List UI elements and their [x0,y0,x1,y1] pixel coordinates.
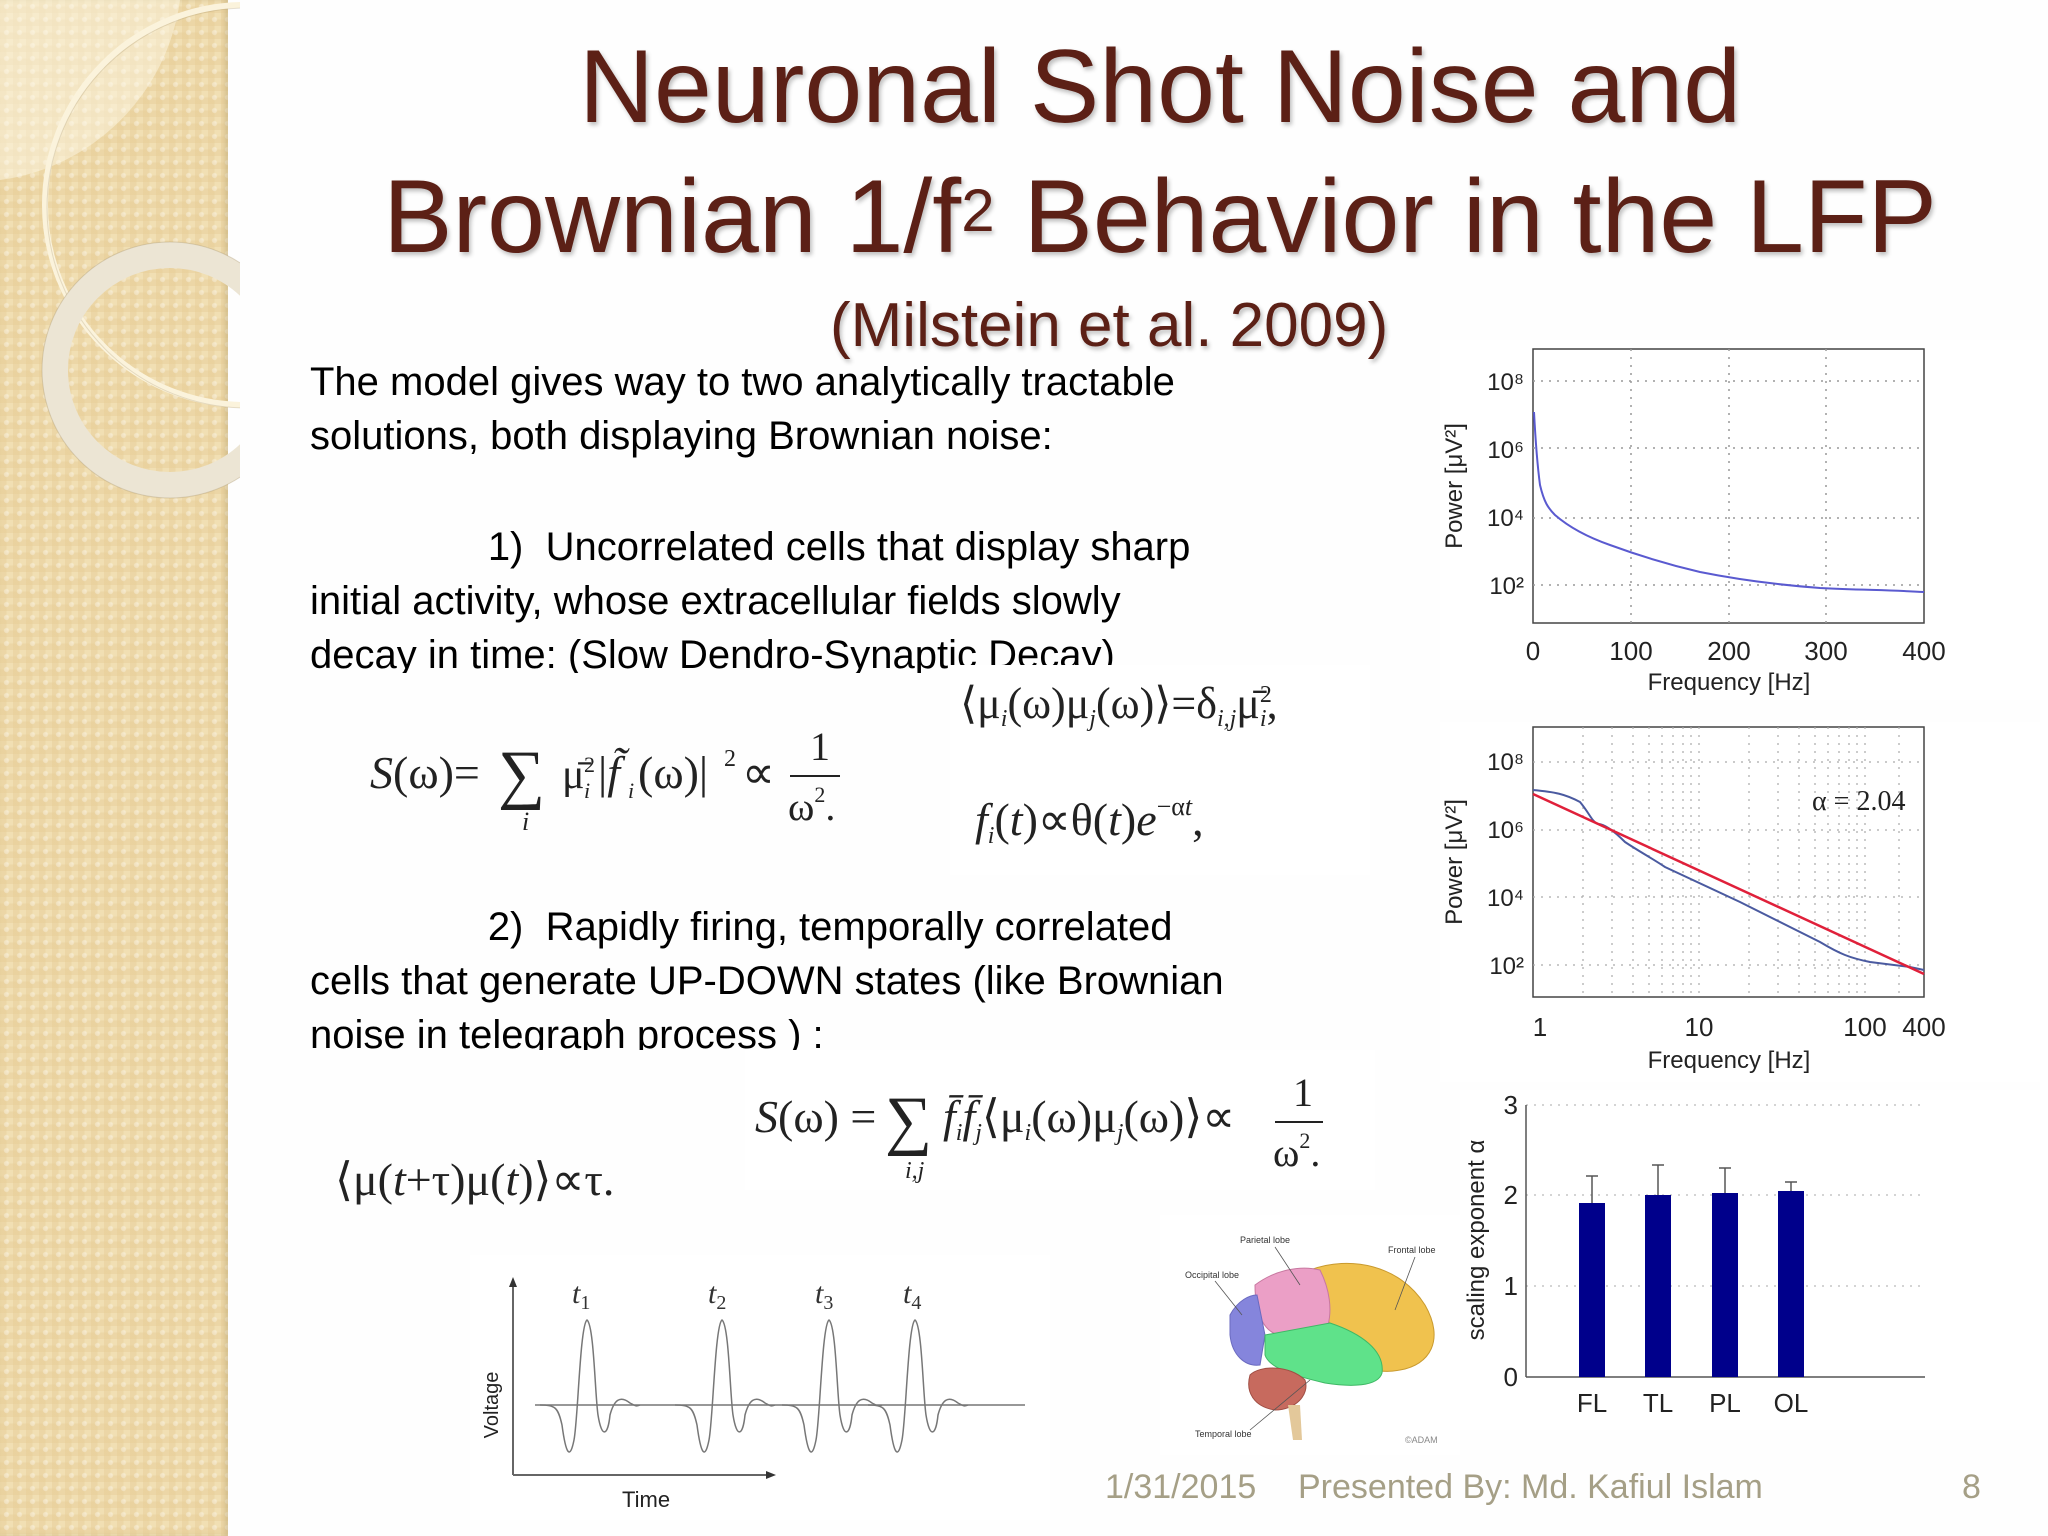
equation-box-right [950,665,1370,875]
svg-text:400: 400 [1902,636,1945,666]
slide-number: 8 [1962,1468,1981,1506]
slide-subtitle: (Milstein et al. 2009) [830,291,1389,360]
svg-text:10⁸: 10⁸ [1487,749,1524,776]
svg-text:fi(t)∝θ(t)e−αt,: fi(t)∝θ(t)e−αt, [975,792,1204,849]
svg-text:1: 1 [1533,1012,1547,1042]
svg-text:1: 1 [1504,1271,1518,1301]
svg-text:|f̃: |f̃ [598,746,630,798]
svg-text:0: 0 [1526,636,1540,666]
brain-lobes-figure: Parietal lobe Frontal lobe Occipital lob… [1160,1215,1460,1455]
svg-text:ω2.: ω2. [1273,1128,1320,1175]
svg-text:10⁴: 10⁴ [1487,505,1524,532]
svg-text:S(ω) =: S(ω) = [755,1091,876,1142]
point-2-text: 2) Rapidly firing, temporally correlated… [310,905,1224,1050]
equation-spectrum-1-render: S(ω)= ∑ i μ̄ 2 i |f̃ i (ω)| 2 ∝ 1 ω2. [370,724,840,836]
svg-text:10⁴: 10⁴ [1487,885,1524,912]
svg-text:OL: OL [1774,1388,1809,1418]
svg-text:1: 1 [810,724,830,769]
svg-text:200: 200 [1707,636,1750,666]
svg-text:ω2.: ω2. [788,782,835,829]
decorative-rings-icon [0,0,240,499]
svg-text:(ω)|: (ω)| [638,747,708,798]
footer-presenter: Presented By: Md. Kafiul Islam [1298,1468,1763,1506]
svg-text:1: 1 [1293,1070,1313,1115]
svg-text:3: 3 [1504,1090,1518,1120]
power-spectrum-loglog-plot: α = 2.04 1 10 100 400 10² 10⁴ 10⁶ 10⁸ Fr… [1441,726,1946,1074]
svg-text:100: 100 [1609,636,1652,666]
spike-train-figure: t1 t2 t3 t4 Time Voltage [470,1255,1050,1520]
equation-decay: fi(t)∝θ(t)e−αt, [975,785,1305,860]
svg-text:10²: 10² [1489,573,1524,600]
svg-text:Power [μV²]: Power [μV²] [1441,799,1468,925]
equation-decay-render: fi(t)∝θ(t)e−αt, [975,792,1204,849]
svg-text:2: 2 [1504,1180,1518,1210]
svg-text:scaling exponent α: scaling exponent α [1463,1140,1490,1341]
slide-title: Neuronal Shot Noise and Brownian 1/f2 Be… [300,22,2020,282]
footer-date: 1/31/2015 [1105,1468,1257,1506]
svg-text:10: 10 [1685,1012,1714,1042]
svg-text:10⁸: 10⁸ [1487,369,1524,396]
svg-text:Time: Time [622,1487,670,1512]
svg-text:∝: ∝ [742,747,775,798]
svg-text:t4: t4 [903,1277,921,1314]
equation-spectrum-2-render: S(ω) = ∑ i,j f̄if̄j⟨μi(ω)μj(ω)⟩∝ 1 ω2. [755,1070,1323,1184]
svg-text:Occipital lobe: Occipital lobe [1185,1270,1239,1280]
svg-text:Voltage: Voltage [481,1372,503,1439]
spike-train-plot: t1 t2 t3 t4 Time Voltage [481,1277,1025,1512]
equation-correlation-render: ⟨μi(ω)μj(ω)⟩=δi,jμ̄2 i, [960,679,1278,732]
svg-text:f̄if̄j⟨μi(ω)μj(ω)⟩∝: f̄if̄j⟨μi(ω)μj(ω)⟩∝ [943,1091,1235,1146]
svg-text:∑: ∑ [498,738,545,811]
equation-spectrum-1: S(ω)= ∑ i μ̄ 2 i |f̃ i (ω)| 2 ∝ 1 ω2. [370,720,850,851]
svg-text:Parietal lobe: Parietal lobe [1240,1235,1290,1245]
svg-text:Frontal lobe: Frontal lobe [1388,1245,1436,1255]
svg-text:Power [μV²]: Power [μV²] [1441,423,1468,549]
power-spectrum-linear-chart: 0 100 200 300 400 10² 10⁴ 10⁶ 10⁸ Freque… [1440,340,2040,700]
decorative-sidebar [0,0,240,1536]
brain-illustration: Parietal lobe Frontal lobe Occipital lob… [1185,1235,1438,1445]
power-spectrum-loglog-chart: α = 2.04 1 10 100 400 10² 10⁴ 10⁶ 10⁸ Fr… [1440,722,2040,1082]
equation-correlation: ⟨μi(ω)μj(ω)⟩=δi,jμ̄2 i, [960,668,1380,743]
svg-text:t2: t2 [708,1277,726,1314]
svg-text:Temporal lobe: Temporal lobe [1195,1429,1252,1439]
svg-text:0: 0 [1504,1362,1518,1392]
svg-text:2: 2 [724,746,736,772]
svg-text:10⁶: 10⁶ [1487,437,1524,464]
svg-text:©ADAM: ©ADAM [1405,1435,1438,1445]
svg-text:TL: TL [1643,1388,1673,1418]
equation-box-bottom [745,1050,1375,1190]
svg-text:100: 100 [1843,1012,1886,1042]
svg-text:⟨μ(t+τ)μ(t)⟩∝τ.: ⟨μ(t+τ)μ(t)⟩∝τ. [335,1154,614,1205]
svg-text:10²: 10² [1489,953,1524,980]
svg-text:300: 300 [1804,636,1847,666]
svg-text:t3: t3 [815,1277,833,1314]
svg-text:i: i [584,778,590,803]
svg-text:Frequency [Hz]: Frequency [Hz] [1648,669,1811,696]
svg-text:t1: t1 [572,1277,590,1314]
svg-text:2: 2 [584,752,595,777]
title-line-2: Brownian 1/f2 Behavior in the LFP [383,159,1937,275]
power-spectrum-linear-plot: 0 100 200 300 400 10² 10⁴ 10⁶ 10⁸ Freque… [1441,348,1946,696]
svg-text:i: i [522,807,529,836]
svg-text:S(ω)=: S(ω)= [370,747,480,798]
svg-text:PL: PL [1709,1388,1741,1418]
svg-text:α = 2.04: α = 2.04 [1812,786,1905,817]
title-line-1: Neuronal Shot Noise and [578,29,1742,145]
equation-autocorrelation: ⟨μ(t+τ)μ(t)⟩∝τ. [335,1145,675,1220]
svg-text:Frequency [Hz]: Frequency [Hz] [1648,1047,1811,1074]
svg-text:400: 400 [1902,1012,1945,1042]
svg-text:FL: FL [1577,1388,1607,1418]
svg-text:⟨μi(ω)μj(ω)⟩=δi,jμ̄2i,: ⟨μi(ω)μj(ω)⟩=δi,jμ̄2 i, [960,679,1278,732]
scaling-exponent-bar-chart: FL TL PL OL 0 1 2 3 scaling exponent α [1460,1090,2040,1430]
svg-text:10⁶: 10⁶ [1487,817,1524,844]
svg-text:i,j: i,j [905,1158,925,1184]
point-1-text: 1) Uncorrelated cells that display sharp… [310,525,1191,673]
equation-spectrum-2: S(ω) = ∑ i,j f̄if̄j⟨μi(ω)μj(ω)⟩∝ 1 ω2. [755,1070,1355,1195]
scaling-exponent-bar-plot: FL TL PL OL 0 1 2 3 scaling exponent α [1463,1090,1925,1418]
intro-text: The model gives way to two analytically … [310,360,1175,458]
svg-text:∑: ∑ [885,1084,932,1157]
equation-autocorrelation-render: ⟨μ(t+τ)μ(t)⟩∝τ. [335,1154,614,1205]
svg-text:i: i [628,778,634,803]
